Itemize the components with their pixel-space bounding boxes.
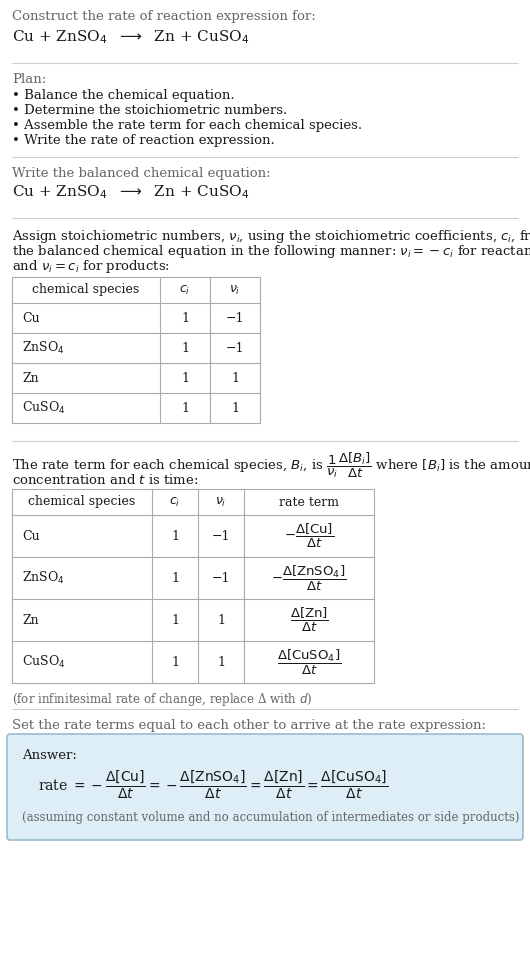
Text: −1: −1 <box>212 572 230 585</box>
Text: $c_i$: $c_i$ <box>170 496 181 508</box>
Text: Zn: Zn <box>22 372 39 385</box>
Text: and $\nu_i = c_i$ for products:: and $\nu_i = c_i$ for products: <box>12 258 170 275</box>
Text: $\nu_i$: $\nu_i$ <box>229 283 241 297</box>
Text: • Assemble the rate term for each chemical species.: • Assemble the rate term for each chemic… <box>12 119 362 132</box>
Text: 1: 1 <box>171 572 179 585</box>
Text: 1: 1 <box>171 656 179 669</box>
Text: Set the rate terms equal to each other to arrive at the rate expression:: Set the rate terms equal to each other t… <box>12 719 486 732</box>
Text: rate term: rate term <box>279 496 339 508</box>
Text: Cu: Cu <box>22 530 40 543</box>
Text: 1: 1 <box>181 401 189 415</box>
Text: • Determine the stoichiometric numbers.: • Determine the stoichiometric numbers. <box>12 104 287 117</box>
Text: CuSO$_4$: CuSO$_4$ <box>22 654 66 671</box>
Text: rate $= -\dfrac{\Delta[\mathrm{Cu}]}{\Delta t} = -\dfrac{\Delta[\mathrm{ZnSO_4}]: rate $= -\dfrac{\Delta[\mathrm{Cu}]}{\De… <box>38 769 388 801</box>
Text: 1: 1 <box>181 372 189 385</box>
Text: $-\dfrac{\Delta[\mathrm{ZnSO_4}]}{\Delta t}$: $-\dfrac{\Delta[\mathrm{ZnSO_4}]}{\Delta… <box>271 563 347 592</box>
Text: Assign stoichiometric numbers, $\nu_i$, using the stoichiometric coefficients, $: Assign stoichiometric numbers, $\nu_i$, … <box>12 228 530 245</box>
Text: Cu + ZnSO$_4$  $\longrightarrow$  Zn + CuSO$_4$: Cu + ZnSO$_4$ $\longrightarrow$ Zn + CuS… <box>12 183 250 201</box>
Text: ZnSO$_4$: ZnSO$_4$ <box>22 340 65 356</box>
Text: 1: 1 <box>171 614 179 627</box>
Text: 1: 1 <box>217 656 225 669</box>
Text: 1: 1 <box>181 342 189 354</box>
Text: Construct the rate of reaction expression for:: Construct the rate of reaction expressio… <box>12 10 316 23</box>
Text: −1: −1 <box>212 530 230 543</box>
Text: ZnSO$_4$: ZnSO$_4$ <box>22 570 65 586</box>
Text: −1: −1 <box>226 342 244 354</box>
Text: 1: 1 <box>181 311 189 324</box>
Bar <box>12 277 260 423</box>
Text: Plan:: Plan: <box>12 73 46 86</box>
Text: −1: −1 <box>226 311 244 324</box>
Text: Answer:: Answer: <box>22 749 77 762</box>
Text: chemical species: chemical species <box>29 496 136 508</box>
Text: Cu + ZnSO$_4$  $\longrightarrow$  Zn + CuSO$_4$: Cu + ZnSO$_4$ $\longrightarrow$ Zn + CuS… <box>12 28 250 46</box>
Text: $\nu_i$: $\nu_i$ <box>215 496 227 508</box>
Text: • Balance the chemical equation.: • Balance the chemical equation. <box>12 89 235 102</box>
Bar <box>12 489 374 683</box>
Text: Zn: Zn <box>22 614 39 627</box>
Text: CuSO$_4$: CuSO$_4$ <box>22 400 66 416</box>
Text: $\dfrac{\Delta[\mathrm{CuSO_4}]}{\Delta t}$: $\dfrac{\Delta[\mathrm{CuSO_4}]}{\Delta … <box>277 647 341 676</box>
Text: the balanced chemical equation in the following manner: $\nu_i = -c_i$ for react: the balanced chemical equation in the fo… <box>12 243 530 260</box>
Text: $-\dfrac{\Delta[\mathrm{Cu}]}{\Delta t}$: $-\dfrac{\Delta[\mathrm{Cu}]}{\Delta t}$ <box>284 522 334 550</box>
Text: chemical species: chemical species <box>32 283 139 297</box>
Text: $\dfrac{\Delta[\mathrm{Zn}]}{\Delta t}$: $\dfrac{\Delta[\mathrm{Zn}]}{\Delta t}$ <box>289 606 329 634</box>
Text: Cu: Cu <box>22 311 40 324</box>
Text: 1: 1 <box>217 614 225 627</box>
Text: $c_i$: $c_i$ <box>179 283 191 297</box>
Text: (assuming constant volume and no accumulation of intermediates or side products): (assuming constant volume and no accumul… <box>22 811 519 824</box>
Text: Write the balanced chemical equation:: Write the balanced chemical equation: <box>12 167 271 180</box>
FancyBboxPatch shape <box>7 734 523 840</box>
Text: concentration and $t$ is time:: concentration and $t$ is time: <box>12 473 198 487</box>
Text: (for infinitesimal rate of change, replace Δ with $d$): (for infinitesimal rate of change, repla… <box>12 691 313 708</box>
Text: The rate term for each chemical species, $B_i$, is $\dfrac{1}{\nu_i}\dfrac{\Delt: The rate term for each chemical species,… <box>12 451 530 480</box>
Text: 1: 1 <box>231 401 239 415</box>
Text: 1: 1 <box>231 372 239 385</box>
Text: • Write the rate of reaction expression.: • Write the rate of reaction expression. <box>12 134 275 147</box>
Text: 1: 1 <box>171 530 179 543</box>
